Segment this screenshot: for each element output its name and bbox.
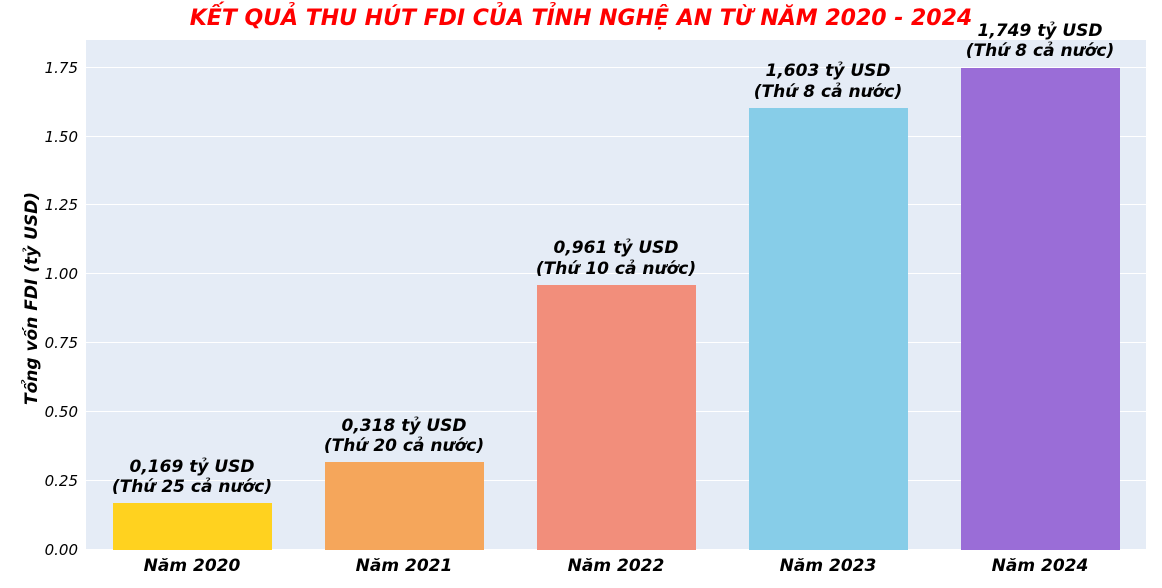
bar: 0,169 tỷ USD(Thứ 25 cả nước) <box>113 503 272 550</box>
bar-value-line1: 1,603 tỷ USD <box>754 61 902 81</box>
x-tick-label: Năm 2022 <box>568 556 665 576</box>
bar-value-line1: 0,961 tỷ USD <box>536 238 696 258</box>
bar-value-label: 0,318 tỷ USD(Thứ 20 cả nước) <box>324 416 484 457</box>
bar-value-label: 0,169 tỷ USD(Thứ 25 cả nước) <box>112 457 272 498</box>
bar-value-line2: (Thứ 10 cả nước) <box>536 259 696 279</box>
bar: 1,749 tỷ USD(Thứ 8 cả nước) <box>961 68 1120 550</box>
y-tick-label: 1.00 <box>45 265 78 283</box>
bar-value-line2: (Thứ 8 cả nước) <box>966 41 1114 61</box>
y-tick-label: 0.75 <box>45 334 78 352</box>
x-tick-label: Năm 2020 <box>144 556 241 576</box>
y-tick-label: 0.25 <box>45 472 78 490</box>
bar: 0,961 tỷ USD(Thứ 10 cả nước) <box>537 285 696 550</box>
x-tick-label: Năm 2024 <box>992 556 1089 576</box>
y-tick-label: 0.00 <box>45 541 78 559</box>
bar-value-line2: (Thứ 8 cả nước) <box>754 82 902 102</box>
bar-value-line1: 0,318 tỷ USD <box>324 416 484 436</box>
plot-area: 0.000.250.500.751.001.251.501.750,169 tỷ… <box>86 40 1146 550</box>
bar-value-line1: 0,169 tỷ USD <box>112 457 272 477</box>
y-tick-label: 0.50 <box>45 403 78 421</box>
x-tick-label: Năm 2023 <box>780 556 877 576</box>
bar-value-line2: (Thứ 20 cả nước) <box>324 436 484 456</box>
y-tick-label: 1.50 <box>45 128 78 146</box>
y-tick-label: 1.25 <box>45 196 78 214</box>
x-tick-label: Năm 2021 <box>356 556 453 576</box>
y-axis-label: Tổng vốn FDI (tỷ USD) <box>22 192 42 405</box>
bar-value-line1: 1,749 tỷ USD <box>966 21 1114 41</box>
bar-value-label: 1,749 tỷ USD(Thứ 8 cả nước) <box>966 21 1114 62</box>
bar-value-label: 0,961 tỷ USD(Thứ 10 cả nước) <box>536 238 696 279</box>
bar-value-line2: (Thứ 25 cả nước) <box>112 477 272 497</box>
bar-value-label: 1,603 tỷ USD(Thứ 8 cả nước) <box>754 61 902 102</box>
bar: 1,603 tỷ USD(Thứ 8 cả nước) <box>749 108 908 550</box>
y-tick-label: 1.75 <box>45 59 78 77</box>
bar: 0,318 tỷ USD(Thứ 20 cả nước) <box>325 462 484 550</box>
chart-container: KẾT QUẢ THU HÚT FDI CỦA TỈNH NGHỆ AN TỪ … <box>0 0 1162 588</box>
